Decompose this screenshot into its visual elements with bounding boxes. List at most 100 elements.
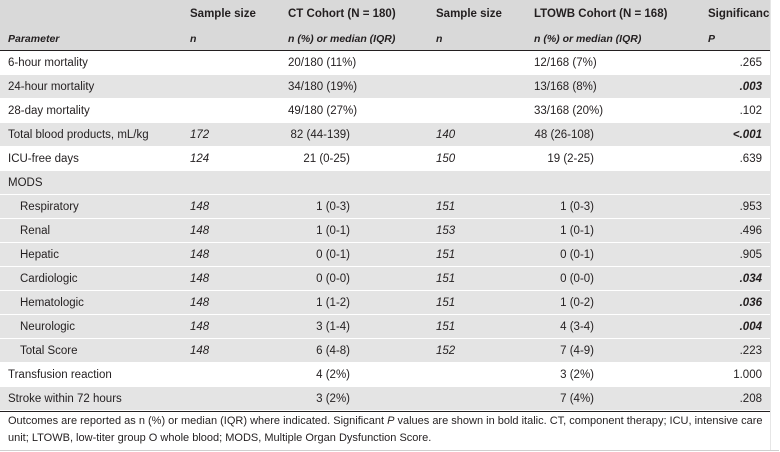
row-n-ltowb: 151 — [436, 200, 456, 213]
table-row: Respiratory 148 1 (0-3) 151 1 (0-3) .953 — [0, 195, 770, 218]
row-ct-value: 49/180 (27%) — [288, 104, 358, 117]
row-ltowb-value: 33/168 (20%) — [534, 104, 604, 117]
row-n-ct: 148 — [190, 272, 210, 285]
footnote-text-1: Outcomes are reported as n (%) or median… — [8, 415, 388, 427]
table-row: Total Score 148 6 (4-8) 152 7 (4-9) .223 — [0, 339, 770, 362]
table-row: Neurologic 148 3 (1-4) 151 4 (3-4) .004 — [0, 315, 770, 338]
row-p-value: .036 — [739, 296, 762, 309]
row-ct-value: 1 (1-2) — [316, 296, 350, 309]
row-ltowb-value — [534, 171, 594, 194]
row-ltowb-value: 1 (0-3) — [560, 200, 594, 213]
table-row: Hematologic 148 1 (1-2) 151 1 (0-2) .036 — [0, 291, 770, 314]
footnote-p-italic: P — [387, 415, 395, 427]
row-ct-value: 0 (0-0) — [316, 272, 350, 285]
row-ct-value: 34/180 (19%) — [288, 80, 358, 93]
table-row: 28-day mortality 49/180 (27%) 33/168 (20%)… — [0, 99, 770, 122]
table-row: 24-hour mortality 34/180 (19%) 13/168 (8%)… — [0, 75, 770, 98]
header-sample-size-ltowb: Sample size — [436, 7, 502, 20]
row-n-ltowb: 140 — [436, 128, 456, 141]
row-n-ct: 124 — [190, 152, 210, 165]
row-ltowb-value: 3 (2%) — [560, 368, 594, 381]
row-p-value: .223 — [739, 344, 762, 357]
header-ltowb-cohort: LTOWB Cohort (N = 168) — [534, 0, 667, 27]
row-n-ct: 148 — [190, 296, 210, 309]
row-parameter: 6-hour mortality — [8, 56, 88, 69]
row-ltowb-value: 13/168 (8%) — [534, 80, 597, 93]
row-p-value: .639 — [739, 152, 762, 165]
footnote-text-2: values are shown in bold italic. CT, com… — [8, 415, 763, 444]
row-ltowb-value: 1 (0-2) — [560, 296, 594, 309]
table-row: Transfusion reaction 4 (2%) 3 (2%) 1.000 — [0, 363, 770, 386]
header-sample-size-ct: Sample size — [190, 7, 256, 20]
row-n-ltowb: 151 — [436, 296, 456, 309]
row-p-value: .953 — [739, 200, 762, 213]
table-header-sub: Parameter n n (%) or median (IQR) n n (%… — [0, 27, 770, 51]
table-row: MODS — [0, 171, 770, 194]
row-ltowb-value: 0 (0-1) — [560, 248, 594, 261]
row-n-ct: 148 — [190, 224, 210, 237]
vertical-scrollbar[interactable] — [770, 0, 779, 450]
row-p-value: .034 — [739, 272, 762, 285]
row-n-ct: 172 — [190, 128, 210, 141]
header-n-ltowb: n — [436, 32, 443, 45]
row-p-value — [700, 171, 762, 194]
row-p-value: .003 — [739, 80, 762, 93]
row-ct-value — [288, 171, 350, 194]
row-p-value: 1.000 — [733, 368, 762, 381]
table-row: Stroke within 72 hours 3 (2%) 7 (4%) .208 — [0, 387, 770, 410]
row-parameter: Total Score — [20, 344, 78, 357]
table-row: 6-hour mortality 20/180 (11%) 12/168 (7%).… — [0, 51, 770, 74]
row-p-value: .208 — [739, 392, 762, 405]
header-ct-cohort-label: CT Cohort (N = 180) — [288, 7, 396, 20]
header-significance: Significance — [708, 7, 776, 20]
row-ltowb-value: 4 (3-4) — [560, 320, 594, 333]
row-n-ltowb: 151 — [436, 320, 456, 333]
row-n-ltowb: 151 — [436, 248, 456, 261]
row-ct-value: 1 (0-3) — [316, 200, 350, 213]
row-ct-value: 0 (0-1) — [316, 248, 350, 261]
row-n-ct: 148 — [190, 320, 210, 333]
row-ct-value: 3 (1-4) — [316, 320, 350, 333]
row-n-ltowb: 152 — [436, 344, 456, 357]
table-row: Hepatic 148 0 (0-1) 151 0 (0-1) .905 — [0, 243, 770, 266]
row-parameter: MODS — [8, 176, 43, 189]
row-p-value: .265 — [739, 56, 762, 69]
table-row: Renal 148 1 (0-1) 153 1 (0-1) .496 — [0, 219, 770, 242]
row-ct-value: 3 (2%) — [316, 392, 350, 405]
row-p-value: <.001 — [732, 128, 762, 141]
row-ct-value: 20/180 (11%) — [288, 56, 357, 69]
row-parameter: Stroke within 72 hours — [8, 392, 122, 405]
row-ltowb-value: 19 (2-25) — [547, 152, 594, 165]
row-n-ct: 148 — [190, 200, 210, 213]
row-ltowb-value: 1 (0-1) — [560, 224, 594, 237]
header-parameter: Parameter — [8, 32, 60, 45]
header-n-ct: n — [190, 32, 197, 45]
row-parameter: Neurologic — [20, 320, 75, 333]
row-parameter: Respiratory — [20, 200, 79, 213]
row-ltowb-value: 0 (0-0) — [560, 272, 594, 285]
header-ltowb-stat: n (%) or median (IQR) — [534, 32, 642, 45]
row-p-value: .496 — [739, 224, 762, 237]
header-p: P — [708, 32, 716, 45]
row-n-ltowb: 151 — [436, 272, 456, 285]
table-footnote: Outcomes are reported as n (%) or median… — [8, 413, 766, 447]
row-parameter: Hematologic — [20, 296, 84, 309]
table-header-top: Sample size CT Cohort (N = 180) Sample s… — [0, 0, 776, 27]
row-parameter: Total blood products, mL/kg — [8, 128, 149, 141]
row-parameter: ICU-free days — [8, 152, 79, 165]
row-ct-value: 6 (4-8) — [316, 344, 350, 357]
row-p-value: .905 — [739, 248, 762, 261]
row-ct-value: 82 (44-139) — [290, 128, 350, 141]
table-row: Total blood products, mL/kg 172 82 (44-139… — [0, 123, 770, 146]
row-ct-value: 4 (2%) — [316, 368, 350, 381]
row-ltowb-value: 7 (4%) — [560, 392, 594, 405]
header-ct-stat: n (%) or median (IQR) — [288, 32, 396, 45]
row-n-ct: 148 — [190, 248, 210, 261]
row-n-ct: 148 — [190, 344, 210, 357]
table-row: Cardiologic 148 0 (0-0) 151 0 (0-0) .034 — [0, 267, 770, 290]
row-parameter: Hepatic — [20, 248, 59, 261]
row-parameter: Renal — [20, 224, 51, 237]
row-ltowb-value: 12/168 (7%) — [534, 56, 597, 69]
row-ct-value: 21 (0-25) — [303, 152, 350, 165]
row-p-value: .102 — [739, 104, 762, 117]
